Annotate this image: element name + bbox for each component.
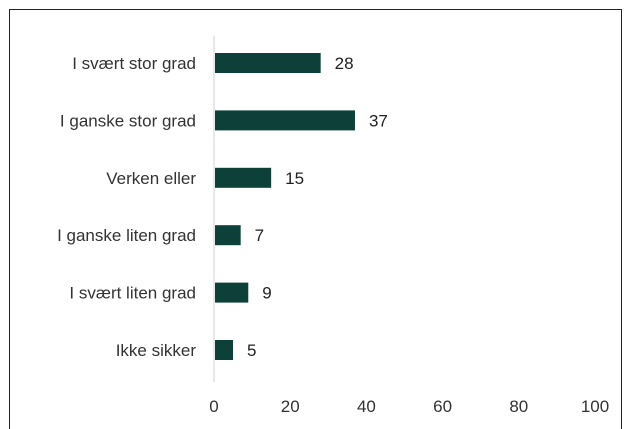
data-label-2: 15 <box>285 169 304 188</box>
category-label-2: Verken eller <box>106 169 196 188</box>
category-label-3: I ganske liten grad <box>57 226 196 245</box>
category-label-0: I svært stor grad <box>72 54 196 73</box>
chart-frame <box>9 9 622 429</box>
data-label-3: 7 <box>255 226 264 245</box>
bar-5 <box>215 340 234 360</box>
data-labels-group: 28 37 15 7 9 5 <box>247 54 388 360</box>
category-label-5: Ikke sikker <box>116 341 197 360</box>
x-tick-label-1: 20 <box>281 397 300 416</box>
bar-4 <box>215 282 249 303</box>
x-tick-label-5: 100 <box>581 397 609 416</box>
bars-group <box>215 53 355 360</box>
bar-1 <box>215 110 355 131</box>
x-tick-label-4: 80 <box>509 397 528 416</box>
data-label-5: 5 <box>247 341 256 360</box>
data-label-0: 28 <box>335 54 354 73</box>
data-label-4: 9 <box>262 284 271 303</box>
category-labels-group: I svært stor grad I ganske stor grad Verke… <box>57 54 196 360</box>
x-tick-label-3: 60 <box>433 397 452 416</box>
bar-0 <box>215 53 321 73</box>
bar-3 <box>215 225 241 246</box>
x-tick-label-0: 0 <box>209 397 218 416</box>
data-label-1: 37 <box>369 111 388 130</box>
category-label-1: I ganske stor grad <box>60 111 196 130</box>
tick-labels-group: 0 20 40 60 80 100 <box>209 397 609 416</box>
x-tick-label-2: 40 <box>357 397 376 416</box>
bar-2 <box>215 167 272 188</box>
category-label-4: I svært liten grad <box>69 284 196 303</box>
